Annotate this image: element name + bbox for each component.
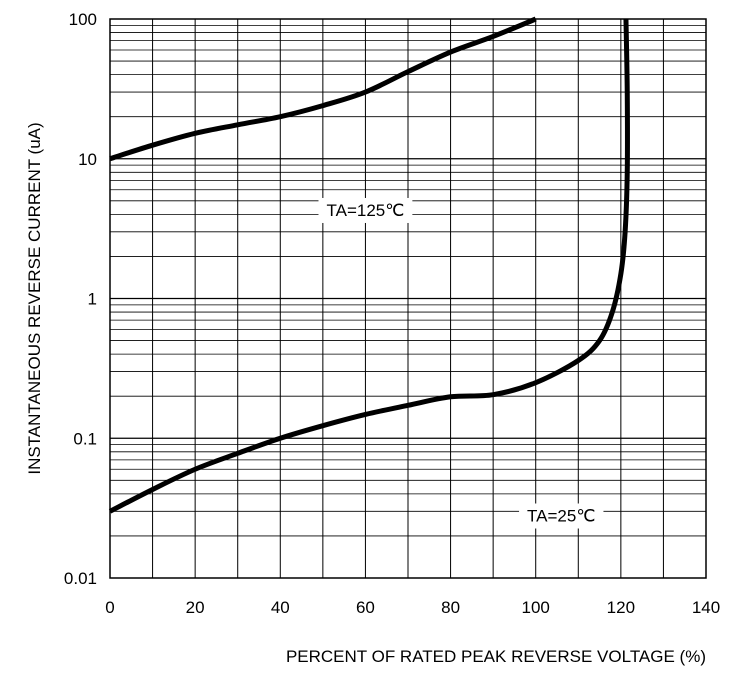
y-axis-label: INSTANTANEOUS REVERSE CURRENT (uA) [25,122,44,474]
series-line-ta-125c [109,16,537,162]
x-tick-label: 80 [441,598,460,617]
x-tick-label: 100 [522,598,550,617]
x-tick-label: 120 [607,598,635,617]
annotation-label: TA=125℃ [326,201,404,220]
y-tick-label: 10 [78,150,97,169]
plot-frame [109,18,707,579]
x-tick-label: 40 [271,598,290,617]
y-tick-label: 1 [88,290,97,309]
x-axis-label: PERCENT OF RATED PEAK REVERSE VOLTAGE (%… [286,647,706,666]
y-tick-label: 100 [69,10,97,29]
x-tick-label: 140 [692,598,720,617]
annotation-background [519,503,604,529]
x-tick-label: 0 [105,598,114,617]
annotations: TA=125℃ TA=25℃ [318,197,604,529]
y-tick-label: 0.01 [64,569,97,588]
tick-labels: 0 20 40 60 80 100 120 140 0.01 0.1 1 10 100 [64,10,720,617]
grid [110,19,706,578]
annotation-background [318,197,413,223]
x-tick-label: 20 [186,598,205,617]
x-tick-label: 60 [356,598,375,617]
annotation-label: TA=25℃ [527,507,595,526]
y-tick-label: 0.1 [73,429,97,448]
series-group [108,16,630,514]
series-line-ta-25c [108,18,630,514]
